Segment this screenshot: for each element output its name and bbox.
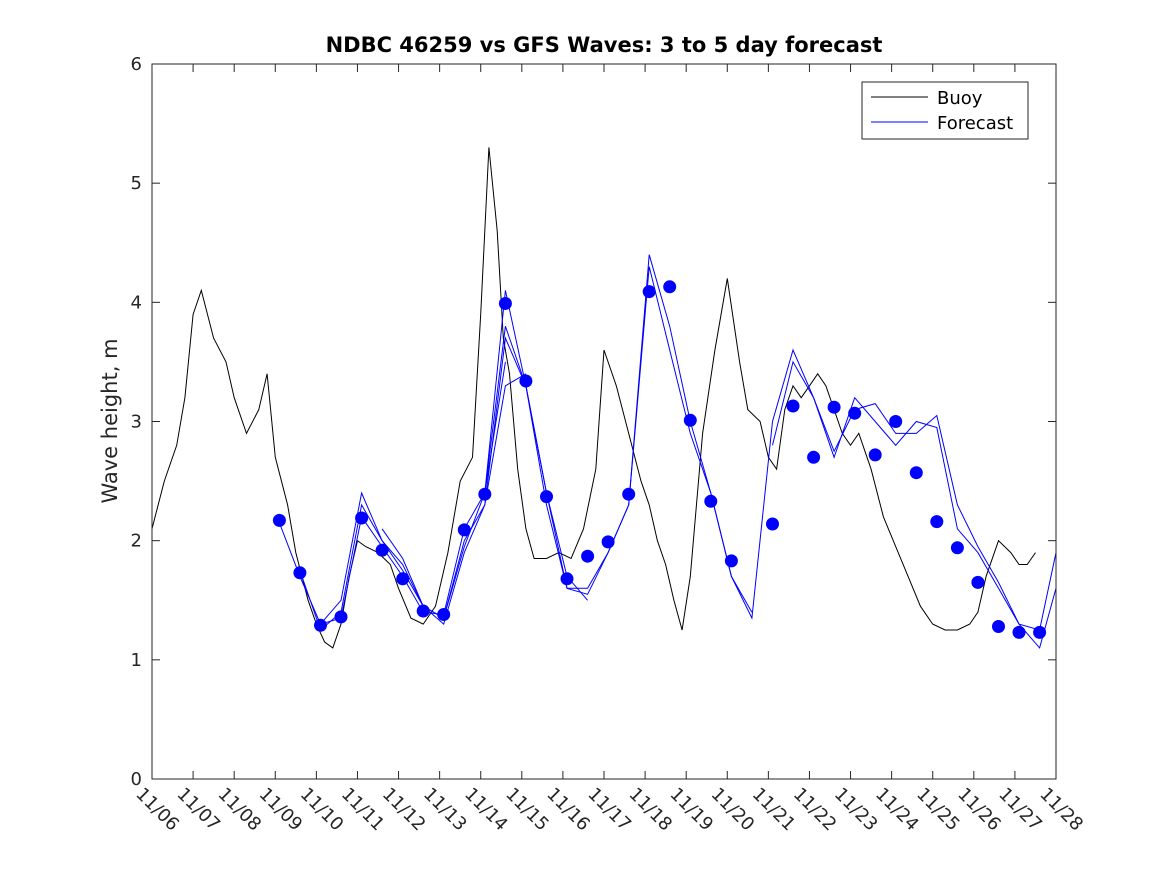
- forecast-point: [272, 513, 286, 527]
- x-tick-label: 11/06: [131, 784, 183, 836]
- y-tick-label: 6: [131, 54, 142, 75]
- x-tick-label: 11/26: [953, 784, 1005, 836]
- forecast-point: [724, 554, 738, 568]
- forecast-run-line-1: [278, 361, 506, 625]
- plot-frame: [151, 63, 1057, 780]
- x-tick-label: 11/08: [214, 784, 266, 836]
- forecast-point: [1012, 625, 1026, 639]
- x-tick-label: 11/24: [871, 784, 923, 836]
- forecast-point: [909, 466, 923, 480]
- x-tick-label: 11/28: [1035, 784, 1087, 836]
- y-tick-label: 4: [131, 292, 142, 313]
- legend-forecast-label: Forecast: [937, 113, 1013, 134]
- x-tick-label: 11/15: [501, 784, 553, 836]
- forecast-point: [437, 608, 451, 621]
- forecast-run-line-5: [484, 254, 1057, 649]
- y-tick-label: 0: [131, 769, 142, 790]
- forecast-point: [950, 541, 964, 555]
- x-tick-label: 11/27: [994, 784, 1046, 836]
- forecast-point: [416, 604, 430, 618]
- x-tick-label: 11/17: [583, 784, 635, 836]
- forecast-point: [396, 572, 410, 586]
- forecast-point: [930, 515, 944, 529]
- forecast-point: [807, 450, 821, 464]
- x-tick-label: 11/10: [296, 784, 348, 836]
- x-tick-label: 11/12: [378, 784, 430, 836]
- forecast-point: [1033, 625, 1047, 639]
- x-tick-label: 11/25: [912, 784, 964, 836]
- x-tick-label: 11/09: [255, 784, 307, 836]
- y-tick-label: 3: [131, 412, 142, 433]
- forecast-point: [581, 549, 595, 563]
- forecast-run-line-2: [299, 373, 527, 631]
- forecast-point: [889, 415, 903, 428]
- forecast-point: [601, 535, 615, 549]
- forecast-point: [971, 575, 985, 589]
- forecast-point: [683, 413, 697, 427]
- x-tick-label: 11/22: [789, 784, 841, 836]
- x-tick-label: 11/16: [542, 784, 594, 836]
- legend-box: [861, 81, 1029, 140]
- forecast-run-line-6: [772, 360, 1057, 631]
- forecast-point: [992, 620, 1005, 633]
- x-tick-label: 11/19: [666, 784, 718, 836]
- x-tick-label: 11/20: [707, 784, 759, 836]
- forecast-point: [334, 610, 348, 624]
- y-tick-label: 5: [131, 173, 142, 194]
- y-tick-label: 2: [131, 531, 142, 552]
- x-tick-label: 11/18: [625, 784, 677, 836]
- legend-buoy-label: Buoy: [937, 88, 983, 109]
- forecast-point: [622, 487, 636, 501]
- forecast-point: [478, 487, 492, 501]
- forecast-point: [293, 566, 307, 580]
- forecast-point: [314, 618, 327, 632]
- y-axis-label: Wave height, m: [98, 338, 122, 503]
- legend: Buoy Forecast: [861, 81, 1029, 140]
- x-tick-label: 11/13: [419, 784, 471, 836]
- x-tick-label: 11/21: [748, 784, 800, 836]
- forecast-point: [786, 399, 800, 413]
- forecast-point: [704, 494, 718, 508]
- forecast-point: [560, 572, 574, 586]
- series-layer: [151, 147, 1057, 649]
- forecast-point: [848, 406, 862, 420]
- x-tick-label: 11/23: [830, 784, 882, 836]
- x-tick-label: 11/14: [460, 784, 512, 836]
- forecast-point: [457, 523, 471, 537]
- forecast-point: [519, 374, 533, 388]
- chart-title: NDBC 46259 vs GFS Waves: 3 to 5 day fore…: [326, 33, 883, 57]
- y-tick-label: 1: [131, 650, 142, 671]
- forecast-point: [663, 280, 677, 294]
- forecast-point: [642, 285, 656, 299]
- forecast-point: [766, 517, 779, 531]
- forecast-point: [375, 543, 389, 557]
- forecast-point: [827, 400, 841, 414]
- forecast-point: [540, 490, 553, 504]
- buoy-series-line: [151, 147, 1036, 649]
- x-tick-label: 11/11: [337, 784, 389, 836]
- forecast-point: [355, 511, 369, 525]
- forecast-point: [498, 297, 512, 310]
- forecast-point: [868, 448, 882, 462]
- x-tick-label: 11/07: [173, 784, 225, 836]
